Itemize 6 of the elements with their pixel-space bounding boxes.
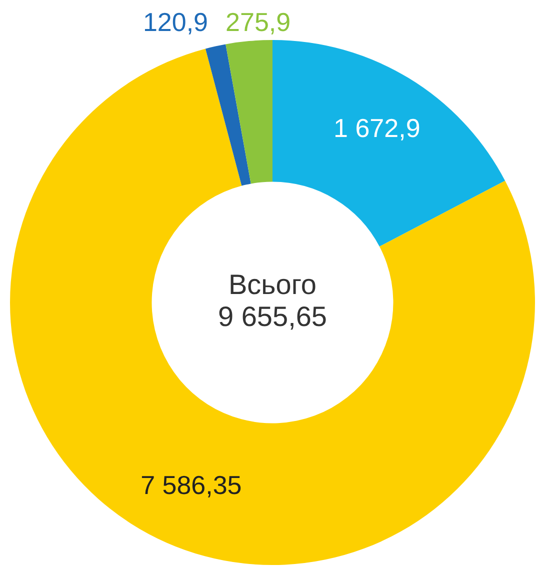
data-label: 275,9 bbox=[226, 7, 291, 38]
data-label: 7 586,35 bbox=[140, 470, 242, 500]
data-label: 1 672,9 bbox=[334, 113, 420, 144]
text: Всього bbox=[228, 269, 317, 300]
text: 9 655,65 bbox=[218, 301, 327, 332]
data-label: 120,9 bbox=[142, 7, 208, 38]
